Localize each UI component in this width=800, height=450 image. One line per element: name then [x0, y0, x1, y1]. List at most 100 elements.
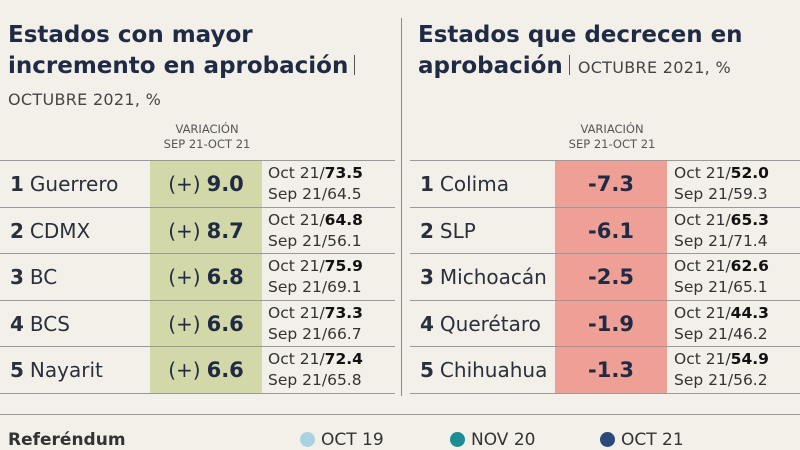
sep-line: Sep 21/56.1 — [268, 231, 362, 250]
state: Chihuahua — [439, 358, 548, 382]
oct-line: Oct 21/73.3 — [268, 303, 363, 324]
oct-label: Oct 21/ — [674, 164, 731, 182]
oct-line: Oct 21/73.5 — [268, 163, 363, 184]
table-bottom-rule — [0, 392, 395, 394]
table-row: 2 CDMX (+) 8.7 Oct 21/64.8 Sep 21/56.1 — [0, 206, 395, 254]
oct-label: Oct 21/ — [268, 257, 325, 275]
variation-cell: (+) 6.6 — [150, 300, 262, 347]
oct-value: 44.3 — [730, 303, 769, 322]
variation: -1.3 — [588, 358, 634, 382]
table-row: 5 Chihuahua -1.3 Oct 21/54.9 Sep 21/56.2 — [410, 346, 800, 393]
values: Oct 21/44.3 Sep 21/46.2 — [674, 303, 769, 345]
sep-line: Sep 21/64.5 — [268, 185, 362, 203]
legend-dot — [450, 432, 465, 447]
state-name: 2 SLP — [420, 208, 476, 254]
variation-cell: -6.1 — [555, 207, 667, 254]
table-bottom-rule — [410, 392, 800, 394]
oct-line: Oct 21/44.3 — [674, 303, 769, 324]
title-separator — [354, 55, 356, 75]
variation-cell: (+) 8.7 — [150, 207, 262, 254]
variation: 6.6 — [206, 358, 244, 382]
variation-sign: (+) — [168, 218, 201, 243]
state-name: 1 Colima — [420, 161, 509, 207]
variation: 6.8 — [206, 265, 244, 289]
oct-line: Oct 21/54.9 — [674, 349, 769, 370]
values: Oct 21/64.8 Sep 21/56.1 — [268, 210, 363, 252]
subtitle: OCTUBRE 2021, % — [577, 58, 731, 77]
legend-item: OCT 19 — [300, 430, 384, 450]
oct-label: Oct 21/ — [268, 210, 325, 229]
oct-label: Oct 21/ — [674, 257, 731, 275]
state: Guerrero — [29, 172, 119, 196]
oct-line: Oct 21/75.9 — [268, 256, 363, 277]
state-name: 3 BC — [10, 254, 57, 300]
oct-label: Oct 21/ — [268, 303, 325, 322]
variation-cell: (+) 6.6 — [150, 347, 262, 393]
oct-line: Oct 21/64.8 — [268, 210, 363, 231]
footer-title: Referéndum — [8, 430, 126, 450]
values: Oct 21/73.5 Sep 21/64.5 — [268, 163, 363, 205]
variation-cell: -2.5 — [555, 254, 667, 300]
state-name: 3 Michoacán — [420, 254, 547, 300]
column-header-line: SEP 21-OCT 21 — [163, 137, 251, 151]
variation-cell: -7.3 — [555, 161, 667, 207]
oct-line: Oct 21/52.0 — [674, 163, 769, 184]
table-row: 5 Nayarit (+) 6.6 Oct 21/72.4 Sep 21/65.8 — [0, 346, 395, 393]
state: Colima — [439, 172, 509, 196]
values: Oct 21/52.0 Sep 21/59.3 — [674, 163, 769, 205]
state: BCS — [29, 311, 70, 336]
values: Oct 21/72.4 Sep 21/65.8 — [268, 349, 363, 391]
variation-sign: (+) — [168, 358, 201, 382]
sep-line: Sep 21/46.2 — [674, 324, 768, 343]
variation: 9.0 — [206, 172, 244, 196]
variation-sign: (+) — [168, 172, 201, 196]
variation-cell: (+) 6.8 — [150, 254, 262, 300]
legend-item: OCT 21 — [600, 430, 684, 450]
state: SLP — [439, 218, 476, 243]
oct-label: Oct 21/ — [674, 303, 731, 322]
rank: 3 — [420, 265, 434, 289]
oct-value: 52.0 — [730, 164, 769, 182]
sep-line: Sep 21/65.1 — [674, 278, 768, 296]
variation-cell: -1.3 — [555, 347, 667, 393]
legend-label: OCT 21 — [621, 430, 684, 450]
state: Querétaro — [439, 311, 541, 336]
variation: -2.5 — [588, 265, 634, 289]
rank: 1 — [420, 172, 434, 196]
subtitle: OCTUBRE 2021, % — [8, 90, 162, 109]
column-header-line: SEP 21-OCT 21 — [568, 137, 656, 151]
values: Oct 21/65.3 Sep 21/71.4 — [674, 210, 769, 252]
rank: 5 — [420, 358, 434, 382]
table-row: 3 Michoacán -2.5 Oct 21/62.6 Sep 21/65.1 — [410, 253, 800, 300]
state-name: 5 Chihuahua — [420, 347, 547, 393]
state-name: 4 Querétaro — [420, 301, 541, 347]
sep-line: Sep 21/71.4 — [674, 231, 768, 250]
values: Oct 21/62.6 Sep 21/65.1 — [674, 256, 769, 298]
column-header: VARIACIÓN SEP 21-OCT 21 — [150, 122, 264, 152]
state: BC — [29, 265, 58, 289]
panel-divider — [401, 18, 402, 396]
title-text: Estados con mayor incremento en aprobaci… — [8, 22, 349, 79]
values: Oct 21/54.9 Sep 21/56.2 — [674, 349, 769, 391]
panel: Estados que decrecen en aprobación OCTUBR… — [410, 0, 800, 400]
oct-value: 72.4 — [324, 350, 363, 368]
variation-cell: (+) 9.0 — [150, 161, 262, 207]
column-header-line: VARIACIÓN — [175, 122, 239, 136]
oct-line: Oct 21/62.6 — [674, 256, 769, 277]
rank: 4 — [10, 311, 24, 336]
variation-sign: (+) — [168, 311, 201, 336]
legend-label: OCT 19 — [321, 430, 384, 450]
variation: -1.9 — [588, 311, 634, 336]
rank: 5 — [10, 358, 24, 382]
sep-line: Sep 21/69.1 — [268, 278, 362, 296]
oct-value: 64.8 — [324, 210, 363, 229]
footer-rule — [0, 414, 800, 415]
oct-value: 73.5 — [324, 164, 363, 182]
legend-label: NOV 20 — [471, 430, 536, 450]
table-row: 1 Colima -7.3 Oct 21/52.0 Sep 21/59.3 — [410, 160, 800, 207]
rank: 2 — [10, 218, 24, 243]
oct-label: Oct 21/ — [674, 350, 731, 368]
oct-value: 65.3 — [730, 210, 769, 229]
